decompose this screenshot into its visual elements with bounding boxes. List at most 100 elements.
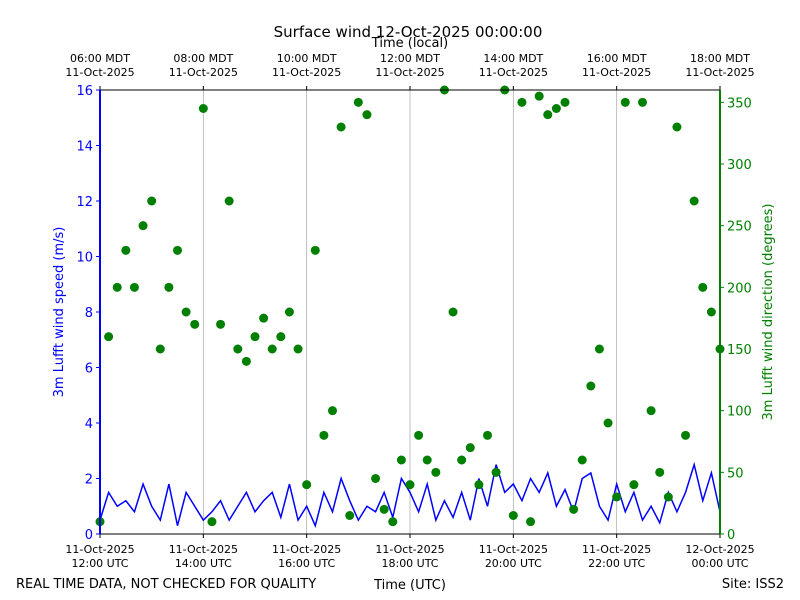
y2-tick-label: 100 — [727, 405, 752, 420]
y2-tick-label: 50 — [727, 466, 744, 481]
direction-point — [543, 110, 553, 120]
y-tick-label: 0 — [85, 528, 93, 543]
y2-tick-label: 0 — [727, 528, 735, 543]
y-tick-label: 8 — [85, 306, 93, 321]
direction-point — [336, 122, 346, 132]
direction-point — [663, 492, 673, 502]
chart-title: Surface wind 12-Oct-2025 00:00:00 — [274, 23, 543, 41]
y-axis-label: 3m Lufft wind speed (m/s) — [52, 227, 67, 398]
direction-point — [457, 455, 467, 465]
x2-tick-label: 18:00 MDT 11-Oct-2025 — [685, 52, 754, 79]
direction-point — [577, 455, 587, 465]
direction-point — [431, 467, 441, 477]
direction-point — [655, 467, 665, 477]
y2-axis-label: 3m Lufft wind direction (degrees) — [761, 204, 776, 421]
direction-point — [448, 307, 458, 317]
y-tick-label: 4 — [85, 417, 93, 432]
direction-point — [396, 455, 406, 465]
direction-point — [319, 430, 329, 440]
direction-point — [603, 418, 613, 428]
direction-point — [129, 282, 139, 292]
x2-tick-label: 06:00 MDT 11-Oct-2025 — [65, 52, 134, 79]
x2-tick-label: 08:00 MDT 11-Oct-2025 — [169, 52, 238, 79]
direction-point — [672, 122, 682, 132]
direction-point — [371, 474, 381, 483]
y-tick-label: 12 — [76, 195, 93, 210]
direction-point — [379, 504, 389, 514]
direction-point — [207, 517, 217, 527]
site-label: Site: ISS2 — [722, 577, 784, 592]
y2-tick-label: 200 — [727, 281, 752, 296]
direction-point — [414, 430, 424, 440]
x-tick-label: 11-Oct-2025 16:00 UTC — [272, 543, 341, 570]
x-tick-label: 11-Oct-2025 20:00 UTC — [479, 543, 548, 570]
direction-point — [629, 480, 639, 490]
y-tick-label: 16 — [76, 84, 93, 99]
y-tick-label: 14 — [76, 140, 93, 155]
x-axis-label: Time (UTC) — [373, 578, 446, 593]
direction-point — [104, 332, 114, 342]
x-tick-label: 11-Oct-2025 12:00 UTC — [65, 543, 134, 570]
direction-point — [689, 196, 699, 206]
direction-point — [362, 110, 372, 120]
y-tick-label: 10 — [76, 251, 93, 266]
y2-tick-label: 350 — [727, 96, 752, 111]
direction-point — [706, 307, 716, 317]
direction-point — [233, 344, 243, 354]
x2-tick-label: 16:00 MDT 11-Oct-2025 — [582, 52, 651, 79]
direction-point — [508, 511, 518, 520]
direction-point — [190, 319, 200, 329]
direction-point — [491, 467, 501, 477]
x-tick-label: 11-Oct-2025 22:00 UTC — [582, 543, 651, 570]
direction-point — [405, 480, 415, 490]
direction-point — [388, 517, 398, 527]
direction-point — [310, 245, 320, 255]
speed-line — [99, 461, 721, 528]
direction-point — [147, 196, 157, 206]
y-tick-label: 6 — [85, 362, 93, 377]
x2-tick-label: 12:00 MDT 11-Oct-2025 — [375, 52, 444, 79]
direction-point — [267, 344, 277, 354]
x-tick-label: 11-Oct-2025 14:00 UTC — [169, 543, 238, 570]
direction-point — [422, 455, 432, 465]
direction-point — [250, 332, 260, 342]
direction-point — [284, 307, 294, 317]
direction-point — [293, 344, 303, 354]
direction-point — [112, 282, 122, 292]
y2-tick-label: 250 — [727, 220, 752, 235]
direction-point — [181, 307, 191, 317]
direction-point — [345, 511, 355, 520]
direction-point — [302, 480, 312, 490]
x2-tick-label: 14:00 MDT 11-Oct-2025 — [479, 52, 548, 79]
direction-point — [353, 97, 363, 107]
direction-point — [569, 504, 579, 514]
direction-point — [612, 492, 622, 502]
y-tick-label: 2 — [85, 473, 93, 488]
direction-point — [517, 97, 527, 107]
direction-point — [526, 517, 536, 527]
direction-point — [465, 443, 475, 453]
x-tick-label: 12-Oct-2025 00:00 UTC — [685, 543, 754, 570]
footer-note: REAL TIME DATA, NOT CHECKED FOR QUALITY — [16, 577, 316, 592]
direction-point — [241, 356, 251, 366]
direction-point — [328, 406, 337, 416]
direction-point — [138, 221, 148, 231]
x2-axis-label: Time (local) — [371, 36, 448, 51]
direction-point — [551, 104, 561, 113]
x2-tick-label: 10:00 MDT 11-Oct-2025 — [272, 52, 341, 79]
x-tick-label: 11-Oct-2025 18:00 UTC — [375, 543, 444, 570]
direction-point — [121, 245, 131, 255]
direction-point — [646, 406, 656, 416]
direction-point — [259, 313, 269, 323]
direction-point — [216, 319, 226, 329]
direction-point — [560, 97, 570, 107]
direction-point — [224, 196, 234, 206]
direction-point — [155, 344, 165, 354]
direction-point — [681, 430, 691, 440]
direction-point — [483, 430, 492, 440]
direction-point — [698, 282, 708, 292]
direction-point — [173, 245, 182, 255]
direction-point — [594, 344, 604, 354]
